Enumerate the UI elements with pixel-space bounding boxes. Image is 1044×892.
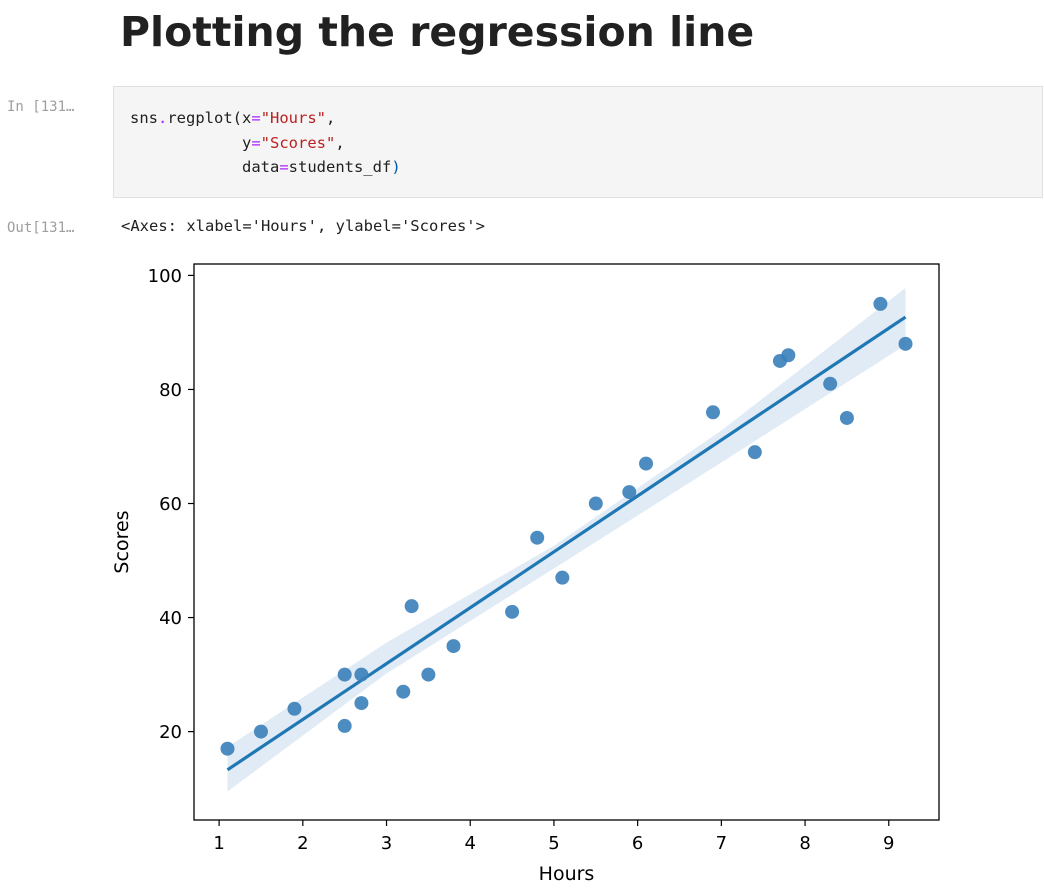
- code-editor[interactable]: sns.regplot(x="Hours", y="Scores", data=…: [130, 106, 401, 180]
- data-point: [622, 485, 637, 500]
- data-point: [747, 445, 762, 460]
- y-axis-label: Scores: [111, 510, 133, 573]
- data-point: [639, 456, 654, 471]
- code-cell-input[interactable]: sns.regplot(x="Hours", y="Scores", data=…: [113, 86, 1043, 198]
- x-tick-label: 3: [381, 833, 392, 854]
- data-point: [555, 570, 570, 585]
- x-tick-label: 6: [632, 833, 643, 854]
- y-tick-label: 60: [159, 494, 182, 515]
- y-tick-label: 20: [159, 722, 182, 743]
- data-point: [253, 724, 268, 739]
- data-point: [898, 336, 913, 351]
- output-prompt: Out[131…: [7, 220, 75, 236]
- data-point: [588, 496, 603, 511]
- code-token: regplot(: [167, 109, 242, 127]
- section-heading: Plotting the regression line: [120, 8, 755, 56]
- x-tick-label: 7: [716, 833, 727, 854]
- code-token: "Hours": [260, 109, 327, 127]
- axes-frame: [193, 263, 940, 821]
- data-point: [404, 599, 419, 614]
- data-point: [354, 696, 369, 711]
- y-tick-label: 80: [159, 380, 182, 401]
- data-point: [530, 530, 545, 545]
- y-tick-label: 40: [159, 608, 182, 629]
- code-token: sns: [130, 109, 158, 127]
- regression-line: [226, 315, 907, 772]
- code-token: ,: [335, 133, 345, 152]
- data-point: [823, 376, 838, 391]
- data-point: [220, 741, 235, 756]
- data-point: [873, 296, 888, 311]
- data-point: [287, 701, 302, 716]
- x-tick-label: 1: [213, 833, 224, 854]
- data-point: [505, 604, 520, 619]
- data-point: [354, 667, 369, 682]
- data-point: [839, 410, 854, 425]
- data-point: [705, 405, 720, 420]
- input-prompt: In [131…: [7, 99, 75, 115]
- x-tick-label: 8: [799, 833, 810, 854]
- x-axis-label: Hours: [539, 863, 595, 885]
- x-tick-label: 5: [548, 833, 559, 854]
- code-token: ,: [326, 109, 336, 127]
- x-tick-label: 4: [465, 833, 476, 854]
- code-token: =: [251, 109, 261, 127]
- code-token: ): [391, 158, 401, 176]
- code-token: y: [241, 133, 252, 152]
- data-point: [421, 667, 436, 682]
- code-token: "Scores": [260, 133, 336, 152]
- code-token: x: [242, 109, 252, 127]
- output-text: <Axes: xlabel='Hours', ylabel='Scores'>: [121, 217, 485, 235]
- code-token: =: [251, 133, 261, 152]
- data-point: [396, 684, 411, 699]
- x-tick-label: 9: [883, 833, 894, 854]
- code-token: =: [279, 158, 289, 176]
- y-tick-label: 100: [148, 266, 182, 287]
- data-point: [446, 639, 461, 654]
- data-point: [781, 348, 796, 363]
- code-token: .: [158, 109, 168, 127]
- data-point: [337, 667, 352, 682]
- confidence-band: [227, 287, 906, 792]
- data-point: [337, 718, 352, 733]
- code-token: students_df: [288, 158, 392, 176]
- code-token: data: [241, 158, 280, 176]
- x-tick-label: 2: [297, 833, 308, 854]
